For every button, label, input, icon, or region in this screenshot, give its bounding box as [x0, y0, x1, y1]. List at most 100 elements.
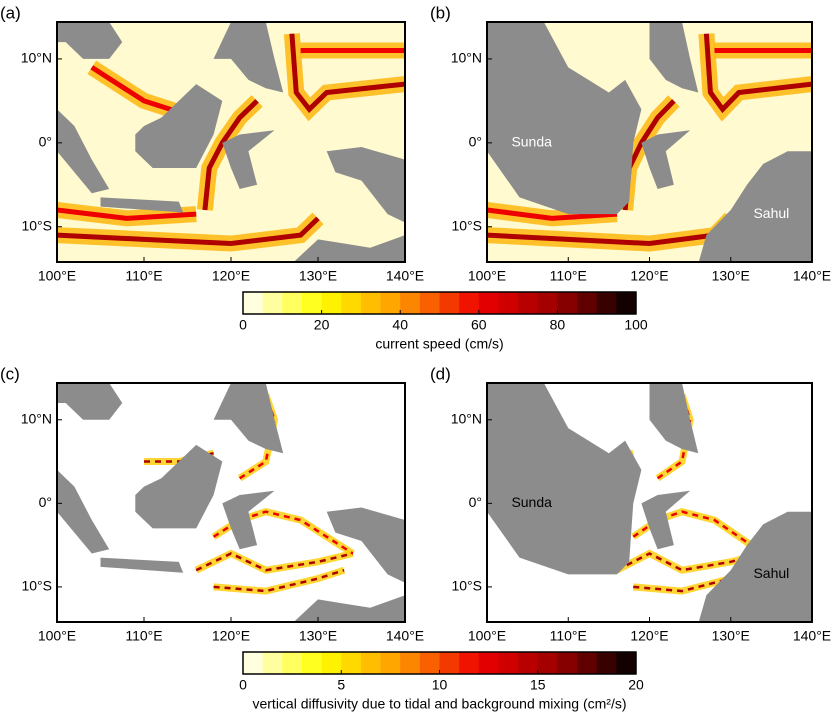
x-tick-label: 130°E: [299, 628, 337, 644]
colorbar-swatch: [321, 652, 342, 674]
colorbar-swatch: [459, 292, 480, 314]
colorbar-tick-label: 20: [628, 677, 644, 693]
land: [57, 383, 123, 420]
panel-label: (c): [0, 364, 20, 383]
land: [135, 84, 223, 169]
colorbar-swatch: [596, 292, 617, 314]
colorbar-tick-label: 5: [337, 677, 345, 693]
land: [135, 444, 223, 529]
colorbar-swatch: [537, 652, 558, 674]
map: [487, 22, 812, 262]
land: [57, 109, 110, 194]
field-core: [703, 33, 812, 114]
colorbar-swatch: [400, 292, 421, 314]
y-tick-label: 10°S: [21, 578, 52, 594]
x-tick-label: 120°E: [630, 628, 668, 644]
land: [698, 151, 812, 262]
map: [487, 383, 812, 622]
colorbar-swatch: [537, 292, 558, 314]
land: [698, 511, 812, 622]
y-tick-label: 0°: [469, 134, 482, 150]
land: [293, 595, 405, 622]
field-core: [239, 394, 276, 480]
colorbar-swatch: [498, 652, 519, 674]
field-core: [195, 552, 354, 572]
land: [222, 130, 275, 189]
land: [641, 130, 691, 189]
colorbar-swatch: [341, 652, 362, 674]
colorbar-swatch: [360, 292, 381, 314]
land: [100, 557, 184, 573]
field-core: [487, 207, 618, 221]
field-core: [289, 33, 405, 114]
colorbar-swatch: [282, 652, 303, 674]
colorbar-tick-label: 40: [392, 317, 408, 333]
field-core: [57, 216, 320, 247]
region-label: Sunda: [511, 134, 552, 150]
colorbar-swatch: [616, 292, 637, 314]
colorbar-swatch: [262, 292, 283, 314]
colorbar-swatch: [478, 292, 499, 314]
y-tick-label: 10°N: [451, 50, 482, 66]
colorbar-swatch: [419, 652, 440, 674]
land: [213, 22, 284, 93]
x-tick-label: 120°E: [630, 268, 668, 284]
field-core: [656, 394, 692, 480]
colorbar-swatch: [243, 652, 263, 674]
colorbar-tick-label: 60: [471, 317, 487, 333]
colorbar-swatch: [518, 652, 539, 674]
x-tick-label: 130°E: [712, 628, 750, 644]
colorbar-swatch: [400, 652, 421, 674]
colorbar-swatch: [321, 292, 342, 314]
land: [293, 235, 405, 262]
x-tick-label: 120°E: [212, 268, 250, 284]
x-tick-label: 100°E: [38, 268, 76, 284]
colorbar-swatch: [596, 652, 617, 674]
land: [57, 469, 110, 554]
colorbar-swatch: [380, 292, 401, 314]
colorbar-swatch: [360, 652, 381, 674]
colorbar-tick-label: 10: [432, 677, 448, 693]
land: [326, 507, 405, 583]
colorbar-swatch: [419, 292, 440, 314]
y-tick-label: 10°S: [21, 217, 52, 233]
field-core: [213, 568, 345, 593]
colorbar-swatch: [577, 292, 597, 314]
colorbar-swatch: [301, 652, 322, 674]
colorbar-swatch: [282, 292, 303, 314]
colorbar-tick-label: 0: [239, 317, 247, 333]
panel-label: (b): [430, 3, 451, 22]
colorbar-swatch: [439, 652, 460, 674]
colorbar-tick-label: 100: [624, 317, 648, 333]
colorbar-swatch: [380, 652, 401, 674]
x-tick-label: 100°E: [468, 268, 506, 284]
x-tick-label: 140°E: [386, 268, 424, 284]
y-tick-label: 10°N: [21, 50, 52, 66]
y-tick-label: 0°: [39, 494, 52, 510]
x-tick-label: 100°E: [468, 628, 506, 644]
x-tick-label: 110°E: [125, 628, 162, 644]
x-tick-label: 120°E: [212, 628, 250, 644]
field-core: [57, 207, 197, 221]
colorbar-tick-label: 20: [314, 317, 330, 333]
x-tick-label: 140°E: [793, 268, 831, 284]
region-label: Sahul: [753, 205, 789, 221]
map: [57, 22, 405, 262]
colorbar-tick-label: 15: [530, 677, 546, 693]
colorbar-swatch: [243, 292, 263, 314]
colorbar-swatch: [616, 652, 637, 674]
y-tick-label: 10°N: [21, 410, 52, 426]
x-tick-label: 130°E: [299, 268, 337, 284]
x-tick-label: 130°E: [712, 268, 750, 284]
land: [222, 490, 275, 550]
land: [487, 22, 642, 215]
y-tick-label: 10°S: [451, 217, 482, 233]
land: [649, 22, 699, 93]
land: [57, 22, 123, 59]
region-label: Sahul: [753, 565, 789, 581]
land: [641, 490, 691, 550]
x-tick-label: 110°E: [550, 628, 587, 644]
x-tick-label: 100°E: [38, 628, 76, 644]
map: [57, 383, 405, 622]
